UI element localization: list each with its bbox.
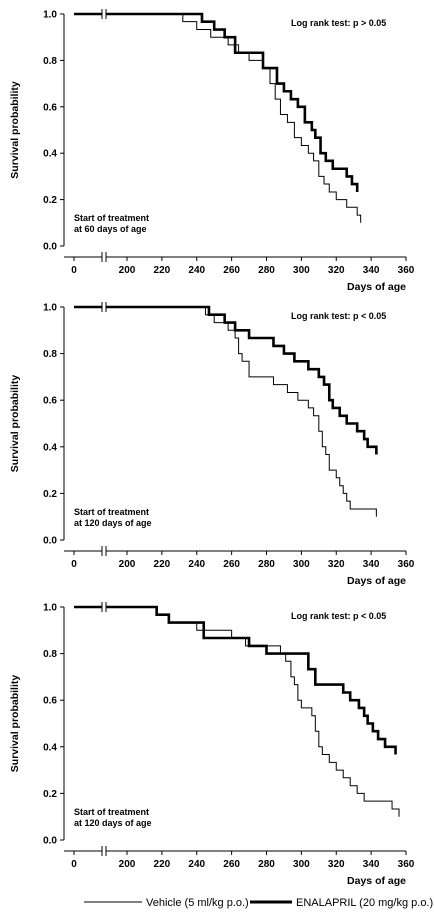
treatment-note: Start of treatment [74,213,149,223]
log-rank-annotation: Log rank test: p < 0.05 [291,611,386,621]
x-tick-label: 320 [328,859,345,870]
x-tick-label: 360 [398,859,415,870]
series-line-enalapril [74,12,359,192]
x-tick-label: 260 [223,859,240,870]
y-tick-label: 0.8 [43,349,57,360]
x-tick-label: 240 [188,265,205,276]
y-tick-label: 0.8 [43,649,57,660]
y-axis-label: Survival probability [9,675,21,773]
log-rank-annotation: Log rank test: p > 0.05 [291,18,386,28]
x-tick-label: 240 [188,859,205,870]
log-rank-annotation: Log rank test: p < 0.05 [291,311,386,321]
x-tick-label: 220 [154,859,171,870]
y-axis-label: Survival probability [9,375,21,473]
series-line-enalapril [74,605,397,755]
x-tick-label: 260 [223,559,240,570]
y-tick-label: 1.0 [43,10,57,21]
series-line-vehicle [74,606,400,817]
axis-break-gap [102,304,106,310]
axis-break-gap [102,11,106,17]
x-axis-label: Days of age [347,281,406,293]
y-tick-label: 0.2 [43,489,57,500]
x-tick-label: 300 [293,559,310,570]
x-tick-label: 340 [363,265,380,276]
x-tick-label: 340 [363,859,380,870]
y-tick-label: 1.0 [43,303,57,314]
y-tick-label: 1.0 [43,603,57,614]
y-tick-label: 0.0 [43,536,57,547]
series-line-enalapril [74,305,378,455]
y-tick-label: 0.6 [43,396,57,407]
axis-break-gap [102,604,106,610]
axis-break-gap [102,254,106,260]
axis-break-gap [102,548,106,554]
y-tick-label: 0.0 [43,242,57,253]
x-tick-label: 0 [71,559,77,570]
y-tick-label: 0.6 [43,102,57,113]
y-axis-label: Survival probability [9,81,21,179]
y-tick-label: 0.8 [43,56,57,67]
x-tick-label: 300 [293,265,310,276]
x-tick-label: 340 [363,559,380,570]
x-tick-label: 0 [71,265,77,276]
y-tick-label: 0.4 [43,149,57,160]
legend-label-vehicle: Vehicle (5 ml/kg p.o.) [146,897,249,909]
legend: Vehicle (5 ml/kg p.o.) ENALAPRIL (20 mg/… [84,897,433,909]
x-tick-label: 280 [258,859,275,870]
x-tick-label: 300 [293,859,310,870]
x-axis-label: Days of age [347,875,406,887]
x-tick-label: 360 [398,559,415,570]
treatment-note: Start of treatment [74,507,149,517]
x-tick-label: 200 [119,265,136,276]
x-tick-label: 200 [119,559,136,570]
x-tick-label: 200 [119,859,136,870]
y-tick-label: 0.0 [43,836,57,847]
series-line-vehicle [74,306,377,517]
series-line-vehicle [74,13,362,223]
x-tick-label: 260 [223,265,240,276]
x-tick-label: 360 [398,265,415,276]
y-tick-label: 0.4 [43,442,57,453]
x-tick-label: 220 [154,559,171,570]
x-tick-label: 0 [71,859,77,870]
treatment-note: at 60 days of age [74,224,147,234]
chart-panels: 0.0 0.2 0.4 0.6 0.8 1.0 0 200 220 240 260 280 300 320… [9,9,415,887]
y-tick-label: 0.2 [43,789,57,800]
x-axis-label: Days of age [347,575,406,587]
x-tick-label: 320 [328,559,345,570]
treatment-note: Start of treatment [74,807,149,817]
y-tick-label: 0.2 [43,195,57,206]
survival-chart-1: 0.0 0.2 0.4 0.6 0.8 1.0 0 200 220 240 260 280 300 320… [9,9,415,293]
survival-chart-3: 0.0 0.2 0.4 0.6 0.8 1.0 0 200 220 240 260 280 300 320… [9,602,415,887]
x-tick-label: 220 [154,265,171,276]
x-tick-label: 320 [328,265,345,276]
x-tick-label: 280 [258,265,275,276]
legend-label-enalapril: ENALAPRIL (20 mg/kg p.o.) [296,897,433,909]
axis-break-gap [102,848,106,854]
treatment-note: at 120 days of age [74,818,152,828]
x-tick-label: 240 [188,559,205,570]
x-tick-label: 280 [258,559,275,570]
treatment-note: at 120 days of age [74,518,152,528]
y-tick-label: 0.4 [43,742,57,753]
y-tick-label: 0.6 [43,696,57,707]
survival-chart-2: 0.0 0.2 0.4 0.6 0.8 1.0 0 200 220 240 260 280 300 320… [9,302,415,587]
